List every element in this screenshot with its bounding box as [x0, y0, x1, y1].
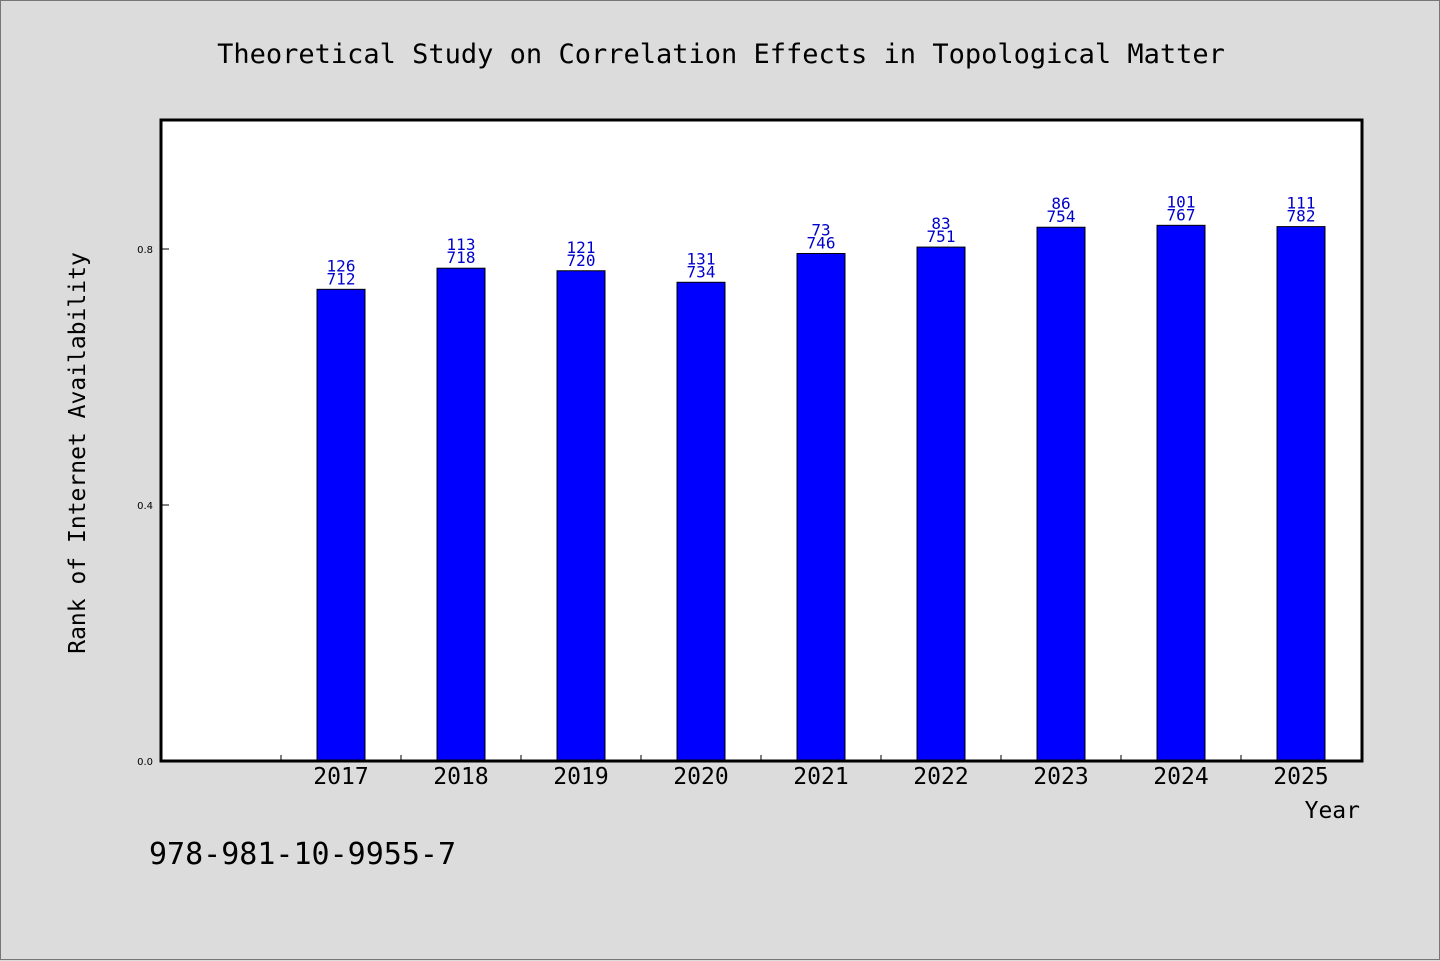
x-axis-label: Year [1305, 798, 1360, 824]
x-tick-label: 2021 [793, 764, 848, 790]
bar [916, 246, 966, 762]
bar-label-bottom: 746 [807, 233, 836, 252]
bar-label-top: 113 [447, 235, 476, 254]
y-tick-label: 0.8 [137, 245, 153, 256]
x-tick-label: 2025 [1273, 764, 1328, 790]
bar [1156, 224, 1206, 762]
bar-label-bottom: 712 [327, 269, 356, 288]
x-tick-label: 2023 [1033, 764, 1088, 790]
x-tick-label: 2018 [433, 764, 488, 790]
bar-label-top: 101 [1167, 192, 1196, 211]
x-tick-label: 2022 [913, 764, 968, 790]
bar-label-bottom: 782 [1287, 207, 1316, 226]
ticks-layer: 0.0 0.4 0.8 2017 2018 2019 2020 2021 2022 2023 202… [137, 245, 1362, 790]
y-tick-label: 0.0 [137, 757, 153, 768]
bar-label-bottom: 751 [927, 227, 956, 246]
bar-label-top: 86 [1051, 194, 1070, 213]
bar [316, 288, 366, 762]
bar-label-top: 126 [327, 256, 356, 275]
bar [676, 281, 726, 762]
bar [796, 252, 846, 762]
bar-label-bottom: 767 [1167, 205, 1196, 224]
bar [556, 270, 606, 762]
chart-title: Theoretical Study on Correlation Effects… [217, 39, 1225, 70]
bar-label-top: 131 [687, 249, 716, 268]
bar-label-bottom: 734 [687, 262, 716, 281]
bar-label-bottom: 754 [1047, 207, 1076, 226]
bar-label-top: 83 [931, 214, 950, 233]
x-tick-label: 2020 [673, 764, 728, 790]
x-tick-label: 2017 [313, 764, 368, 790]
y-tick-label: 0.4 [137, 501, 153, 512]
y-axis-label: Rank of Internet Availability [65, 252, 91, 654]
bar-label-bottom: 718 [447, 248, 476, 267]
bar [436, 267, 486, 762]
plot-border [159, 118, 1364, 763]
x-tick-label: 2024 [1153, 764, 1208, 790]
bar [1036, 226, 1086, 762]
isbn-label: 978-981-10-9955-7 [149, 837, 456, 872]
x-tick-label: 2019 [553, 764, 608, 790]
bar-label-top: 121 [567, 238, 596, 257]
bar-label-bottom: 720 [567, 251, 596, 270]
bar-label-top: 73 [811, 220, 830, 239]
bar-label-top: 111 [1287, 194, 1316, 213]
bar [1276, 226, 1326, 762]
